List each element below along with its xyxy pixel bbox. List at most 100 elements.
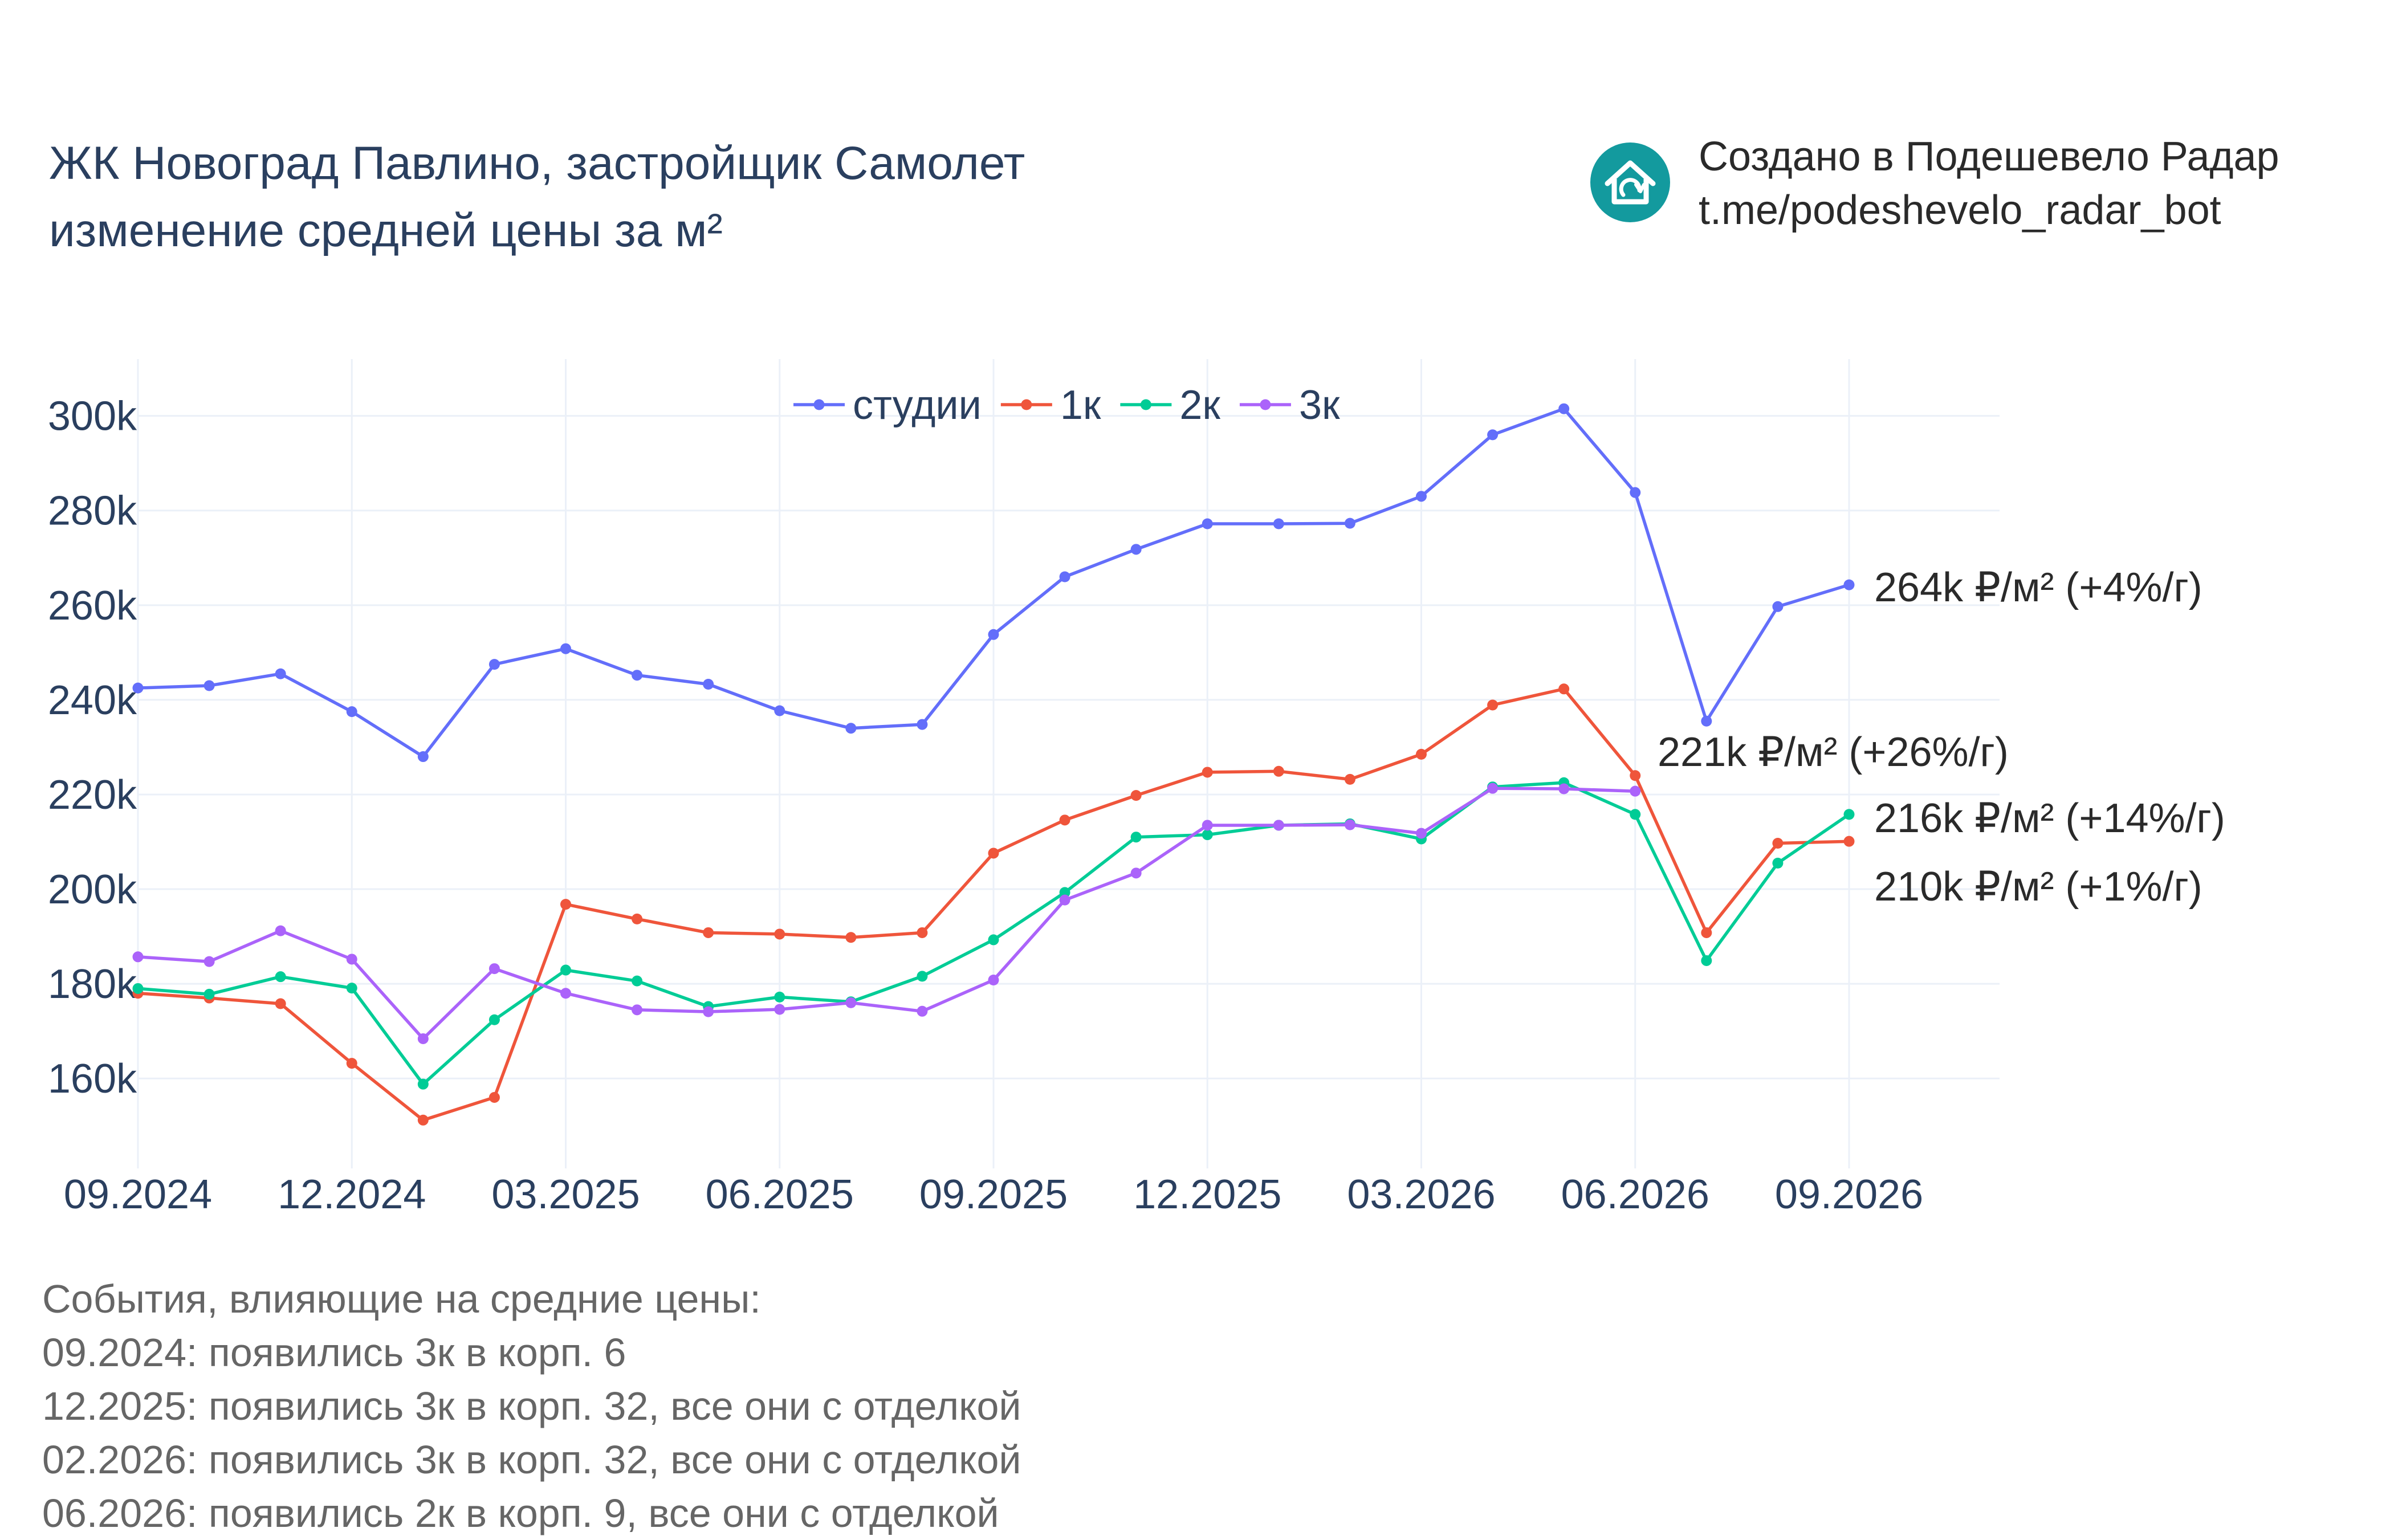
data-point[interactable]	[845, 723, 857, 734]
data-point[interactable]	[632, 975, 643, 987]
event-item: 12.2025: появились 3к в корп. 32, все он…	[42, 1384, 1021, 1428]
data-point[interactable]	[275, 925, 286, 936]
data-point[interactable]	[988, 974, 999, 985]
data-point[interactable]	[1202, 767, 1213, 778]
data-point[interactable]	[1630, 809, 1641, 820]
data-point[interactable]	[132, 983, 144, 994]
data-point[interactable]	[132, 682, 144, 694]
data-point[interactable]	[988, 848, 999, 859]
brand-link[interactable]: t.me/podeshevelo_radar_bot	[1699, 188, 2221, 233]
data-point[interactable]	[1202, 518, 1213, 529]
data-point[interactable]	[1130, 790, 1142, 801]
data-point[interactable]	[203, 956, 215, 967]
data-point[interactable]	[275, 998, 286, 1009]
data-point[interactable]	[275, 668, 286, 679]
legend[interactable]: студии 1к 2к 3к	[793, 382, 1340, 428]
data-point[interactable]	[917, 1005, 928, 1017]
data-point[interactable]	[845, 997, 857, 1008]
data-point[interactable]	[1772, 601, 1784, 612]
data-point[interactable]	[275, 971, 286, 983]
data-point[interactable]	[1202, 820, 1213, 831]
data-point[interactable]	[1630, 770, 1641, 781]
data-point[interactable]	[488, 1091, 500, 1103]
data-point[interactable]	[1059, 894, 1070, 906]
x-tick-label: 03.2026	[1347, 1172, 1495, 1217]
data-point[interactable]	[1273, 765, 1284, 777]
data-point[interactable]	[488, 659, 500, 670]
data-point[interactable]	[1273, 518, 1284, 529]
data-point[interactable]	[1843, 579, 1855, 590]
data-point[interactable]	[988, 934, 999, 946]
legend-item[interactable]: 1к	[1000, 382, 1101, 428]
data-point[interactable]	[774, 1004, 785, 1015]
data-point[interactable]	[632, 913, 643, 924]
data-point[interactable]	[203, 680, 215, 691]
data-point[interactable]	[560, 988, 571, 999]
series-4	[132, 783, 1641, 1044]
data-point[interactable]	[417, 1114, 429, 1126]
data-point[interactable]	[417, 1033, 429, 1044]
data-point[interactable]	[1344, 819, 1355, 830]
data-point[interactable]	[988, 629, 999, 640]
data-point[interactable]	[703, 1006, 714, 1017]
data-point[interactable]	[1416, 491, 1427, 502]
data-point[interactable]	[417, 751, 429, 763]
data-point[interactable]	[774, 705, 785, 716]
legend-marker	[813, 399, 825, 410]
data-point[interactable]	[917, 927, 928, 938]
data-point[interactable]	[1130, 832, 1142, 843]
data-point[interactable]	[560, 964, 571, 976]
data-point[interactable]	[1630, 785, 1641, 797]
data-point[interactable]	[560, 643, 571, 654]
data-point[interactable]	[417, 1078, 429, 1090]
legend-item[interactable]: 3к	[1239, 382, 1340, 428]
data-point[interactable]	[488, 1014, 500, 1025]
data-point[interactable]	[346, 983, 357, 994]
data-point[interactable]	[917, 971, 928, 982]
data-point[interactable]	[1130, 867, 1142, 879]
data-point[interactable]	[560, 899, 571, 910]
data-point[interactable]	[1059, 814, 1070, 826]
x-axis: 09.2024 12.2024 03.2025 06.2025 09.2025 12.20…	[64, 1172, 1923, 1217]
data-point[interactable]	[1130, 544, 1142, 555]
data-point[interactable]	[1843, 809, 1855, 820]
data-point[interactable]	[774, 928, 785, 940]
data-point[interactable]	[1344, 773, 1355, 785]
data-point[interactable]	[203, 988, 215, 1000]
data-point[interactable]	[632, 1004, 643, 1016]
data-point[interactable]	[132, 951, 144, 963]
data-point[interactable]	[1487, 783, 1499, 794]
data-point[interactable]	[1701, 927, 1712, 938]
data-point[interactable]	[1416, 828, 1427, 839]
data-point[interactable]	[1843, 836, 1855, 847]
data-point[interactable]	[1630, 487, 1641, 498]
data-point[interactable]	[917, 719, 928, 730]
data-point[interactable]	[346, 1058, 357, 1069]
data-point[interactable]	[1701, 955, 1712, 966]
data-point[interactable]	[1701, 715, 1712, 727]
data-point[interactable]	[774, 991, 785, 1003]
data-point[interactable]	[1202, 829, 1213, 841]
data-point[interactable]	[1558, 783, 1570, 795]
data-point[interactable]	[1772, 838, 1784, 849]
data-point[interactable]	[703, 927, 714, 938]
chart-title: ЖК Новоград Павлино, застройщик Самолет …	[49, 130, 1025, 264]
data-point[interactable]	[1487, 699, 1499, 711]
legend-item[interactable]: 2к	[1120, 382, 1220, 428]
data-point[interactable]	[632, 670, 643, 681]
data-point[interactable]	[1059, 887, 1070, 898]
data-point[interactable]	[1059, 571, 1070, 582]
data-point[interactable]	[346, 954, 357, 965]
data-point[interactable]	[346, 706, 357, 718]
data-point[interactable]	[1487, 429, 1499, 441]
legend-item[interactable]: студии	[793, 382, 982, 428]
data-point[interactable]	[1416, 748, 1427, 760]
data-point[interactable]	[845, 932, 857, 943]
data-point[interactable]	[703, 678, 714, 690]
data-point[interactable]	[1772, 857, 1784, 869]
data-point[interactable]	[1273, 820, 1284, 831]
data-point[interactable]	[1558, 403, 1570, 414]
data-point[interactable]	[488, 963, 500, 975]
data-point[interactable]	[1558, 683, 1570, 695]
data-point[interactable]	[1344, 518, 1355, 529]
